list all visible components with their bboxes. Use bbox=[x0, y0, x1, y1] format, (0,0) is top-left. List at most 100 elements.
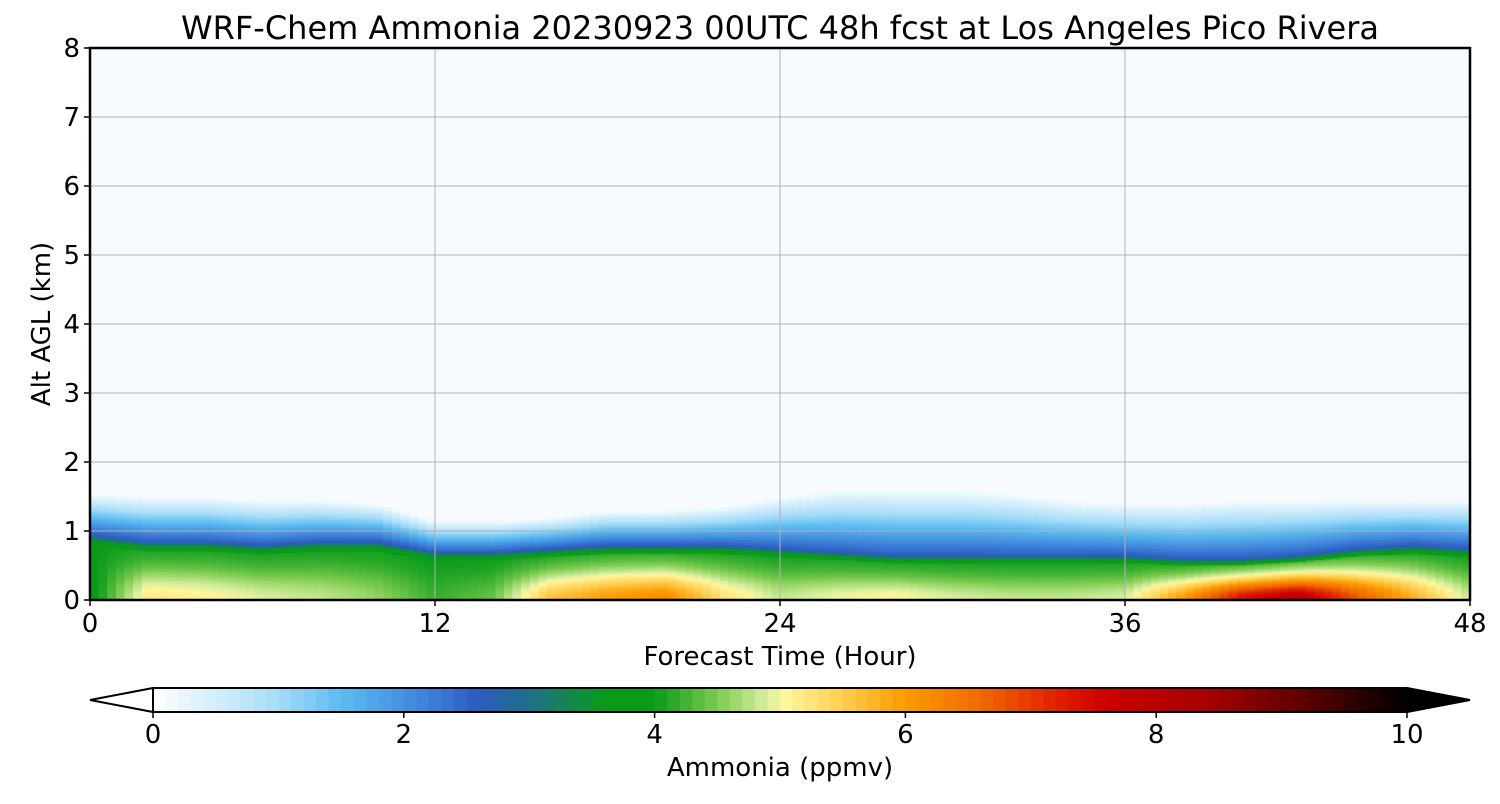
field-cell bbox=[443, 540, 453, 544]
field-cell bbox=[245, 554, 255, 557]
field-cell bbox=[210, 522, 220, 525]
field-cell bbox=[150, 581, 160, 584]
field-cell bbox=[391, 554, 402, 557]
field-cell bbox=[331, 584, 341, 588]
field-cell bbox=[564, 547, 574, 550]
field-cell bbox=[650, 540, 660, 544]
field-cell bbox=[271, 503, 281, 507]
field-cell bbox=[711, 524, 721, 527]
field-cell bbox=[676, 546, 686, 549]
field-cell bbox=[650, 586, 660, 589]
field-cell bbox=[452, 529, 462, 532]
field-cell bbox=[219, 578, 229, 581]
field-cell bbox=[219, 547, 229, 550]
field-cell bbox=[780, 594, 790, 598]
field-cell bbox=[297, 549, 307, 552]
field-cell bbox=[685, 559, 695, 562]
field-cell bbox=[184, 583, 195, 586]
field-cell bbox=[642, 564, 652, 567]
field-cell bbox=[184, 559, 195, 562]
field-cell bbox=[607, 515, 617, 518]
field-cell bbox=[202, 507, 212, 510]
field-cell bbox=[745, 522, 755, 525]
field-cell bbox=[780, 551, 790, 554]
field-cell bbox=[624, 573, 634, 576]
field-cell bbox=[150, 567, 160, 571]
field-cell bbox=[538, 586, 548, 589]
field-cell bbox=[849, 596, 859, 599]
field-cell bbox=[745, 517, 755, 520]
field-cell bbox=[314, 591, 324, 594]
field-cell bbox=[409, 556, 419, 559]
field-cell bbox=[107, 527, 117, 530]
field-cell bbox=[305, 588, 315, 591]
field-cell bbox=[150, 556, 160, 559]
field-cell bbox=[685, 596, 695, 599]
field-cell bbox=[590, 532, 600, 535]
field-cell bbox=[340, 547, 350, 550]
field-cell bbox=[133, 586, 143, 589]
field-cell bbox=[279, 556, 289, 559]
field-cell bbox=[831, 551, 841, 554]
field-cell bbox=[607, 547, 617, 550]
field-cell bbox=[555, 537, 565, 540]
field-cell bbox=[202, 500, 212, 503]
field-cell bbox=[271, 571, 281, 574]
field-cell bbox=[426, 581, 436, 584]
field-cell bbox=[521, 527, 531, 530]
field-cell bbox=[228, 512, 238, 515]
field-cell bbox=[581, 564, 591, 567]
field-cell bbox=[650, 510, 660, 513]
field-cell bbox=[736, 586, 747, 589]
field-cell bbox=[849, 544, 859, 547]
field-cell bbox=[633, 557, 643, 561]
field-cell bbox=[374, 556, 384, 559]
field-cell bbox=[676, 532, 686, 535]
field-cell bbox=[719, 557, 729, 561]
field-cell bbox=[176, 571, 186, 574]
field-cell bbox=[435, 535, 445, 539]
field-cell bbox=[228, 562, 238, 566]
field-cell bbox=[452, 571, 462, 574]
field-cell bbox=[314, 574, 324, 577]
field-cell bbox=[426, 567, 436, 571]
field-cell bbox=[607, 530, 617, 534]
field-cell bbox=[521, 566, 531, 569]
field-cell bbox=[831, 544, 841, 547]
field-cell bbox=[719, 589, 729, 593]
field-cell bbox=[573, 552, 583, 556]
field-cell bbox=[831, 573, 841, 576]
field-cell bbox=[460, 589, 471, 593]
field-cell bbox=[107, 552, 117, 556]
field-cell bbox=[141, 540, 151, 544]
field-cell bbox=[745, 571, 755, 574]
field-cell bbox=[512, 520, 522, 524]
field-cell bbox=[417, 544, 427, 547]
field-cell bbox=[219, 505, 229, 508]
field-cell bbox=[167, 497, 177, 500]
field-cell bbox=[107, 547, 117, 550]
field-cell bbox=[391, 584, 402, 588]
field-cell bbox=[736, 530, 747, 534]
field-cell bbox=[348, 546, 358, 549]
field-cell bbox=[676, 583, 686, 586]
field-cell bbox=[469, 566, 479, 569]
field-cell bbox=[616, 513, 626, 517]
field-cell bbox=[702, 556, 712, 559]
field-cell bbox=[555, 591, 565, 594]
field-cell bbox=[814, 519, 824, 522]
field-cell bbox=[271, 520, 281, 524]
field-cell bbox=[788, 589, 798, 593]
field-cell bbox=[512, 524, 522, 527]
field-cell bbox=[590, 571, 600, 574]
field-cell bbox=[478, 535, 488, 539]
field-cell bbox=[555, 517, 565, 520]
field-cell bbox=[435, 539, 445, 542]
field-cell bbox=[90, 552, 100, 556]
field-cell bbox=[849, 574, 859, 577]
field-cell bbox=[366, 579, 376, 583]
field-cell bbox=[771, 593, 781, 596]
field-cell bbox=[538, 542, 548, 545]
field-cell bbox=[711, 591, 721, 594]
field-cell bbox=[409, 539, 419, 542]
